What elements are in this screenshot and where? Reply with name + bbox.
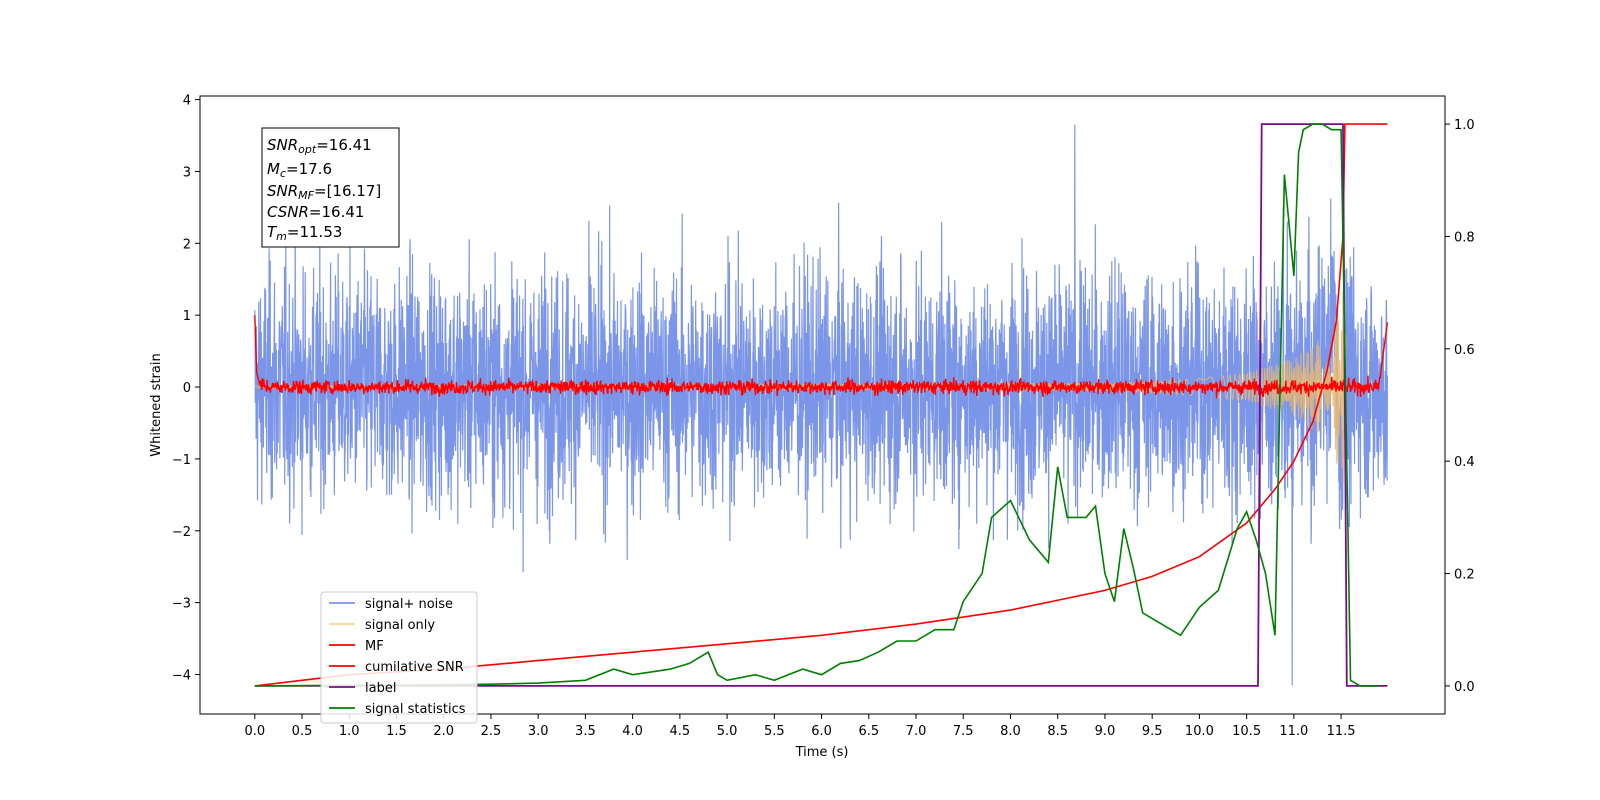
x-tick-label: 11.5 [1327,724,1356,739]
x-tick-label: 8.0 [1000,724,1021,739]
y-tick-label: −2 [172,525,191,540]
series-cumulative-snr [254,123,1388,687]
info-snr-opt-sub: opt [298,143,317,156]
x-tick-label: 1.0 [339,724,360,739]
y2-tick-label: 0.0 [1454,680,1475,695]
y-tick-label: 3 [183,165,191,180]
info-snr-mf-value: =[16.17] [314,182,381,200]
x-tick-label: 9.5 [1142,724,1163,739]
x-tick-label: 0.0 [244,724,265,739]
y-tick-label: −1 [172,453,191,468]
x-tick-label: 2.5 [481,724,502,739]
legend-label: label [365,681,396,696]
legend-label: cumilative SNR [365,660,464,675]
legend-label: signal statistics [365,702,466,717]
info-mc-sub: c [280,167,286,180]
y2-tick-label: 1.0 [1454,118,1475,133]
x-tick-label: 7.5 [953,724,974,739]
x-tick-label: 11.0 [1279,724,1308,739]
info-csnr: CSNR=16.41 [267,203,364,221]
info-tm-value: =11.53 [287,223,343,241]
y-axis-left: 4 3 2 1 0 −1 −2 −3 −4 [172,94,200,683]
legend-label: MF [365,639,384,654]
x-tick-label: 2.0 [433,724,454,739]
y2-tick-label: 0.4 [1454,455,1475,470]
x-tick-label: 3.5 [575,724,596,739]
y-tick-label: 4 [183,94,191,109]
legend: signal+ noise signal only MF cumilative SNR… [320,591,478,724]
x-tick-label: 4.5 [670,724,691,739]
legend-label: signal only [365,618,435,633]
y-tick-label: −3 [172,597,191,612]
x-tick-label: 6.5 [858,724,879,739]
x-axis: 0.0 0.5 1.0 1.5 2.0 2.5 3.0 3.5 4.0 4.5 5.0 5.5 6.0 6… [244,714,1356,739]
x-tick-label: 1.5 [386,724,407,739]
series-signal-statistics [254,123,1379,687]
info-tm-base: T [267,223,278,241]
info-mc: Mc=17.6 [267,160,332,180]
info-tm-sub: m [276,230,287,243]
x-tick-label: 8.5 [1047,724,1068,739]
y-tick-label: 1 [183,309,191,324]
series-label [254,123,1388,687]
y-tick-label: 2 [183,237,191,252]
info-snr-mf: SNRMF=[16.17] [267,182,381,202]
plot-frame [199,95,1446,715]
x-tick-label: 6.0 [811,724,832,739]
x-tick-label: 0.5 [292,724,313,739]
y2-tick-label: 0.6 [1454,343,1475,358]
info-box-frame [261,127,400,248]
info-csnr-value: =16.41 [309,203,365,221]
x-tick-label: 10.0 [1185,724,1214,739]
series-mf [254,315,1389,399]
info-snr-opt-base: SNR [267,136,298,154]
info-box: SNRopt=16.41 Mc=17.6 SNRMF=[16.17] CSNR=… [261,127,400,248]
data-layer [254,123,1389,687]
info-mc-value: =17.6 [286,160,332,178]
x-tick-label: 3.0 [528,724,549,739]
info-mc-base: M [267,160,280,178]
y-axis-label: Whitened strain [149,353,164,456]
y2-tick-label: 0.8 [1454,230,1475,245]
x-tick-label: 5.0 [717,724,738,739]
legend-label: signal+ noise [365,597,453,612]
x-tick-label: 10.5 [1232,724,1261,739]
info-snr-mf-sub: MF [298,189,314,202]
info-snr-mf-base: SNR [267,182,298,200]
x-tick-label: 4.0 [622,724,643,739]
info-csnr-base: CSNR [267,203,309,221]
legend-items: signal+ noise signal only MF cumilative SNR… [329,597,466,717]
x-tick-label: 9.0 [1095,724,1116,739]
info-snr-opt: SNRopt=16.41 [267,136,372,156]
info-tm: Tm=11.53 [267,223,342,243]
x-tick-label: 5.5 [764,724,785,739]
x-tick-label: 7.0 [906,724,927,739]
y-tick-label: 0 [183,381,191,396]
x-axis-label: Time (s) [795,745,849,760]
y2-tick-label: 0.2 [1454,568,1475,583]
legend-frame [320,591,478,724]
y-axis-right: 1.0 0.8 0.6 0.4 0.2 0.0 [1445,118,1475,695]
info-snr-opt-value: =16.41 [316,136,372,154]
y-tick-label: −4 [172,668,191,683]
